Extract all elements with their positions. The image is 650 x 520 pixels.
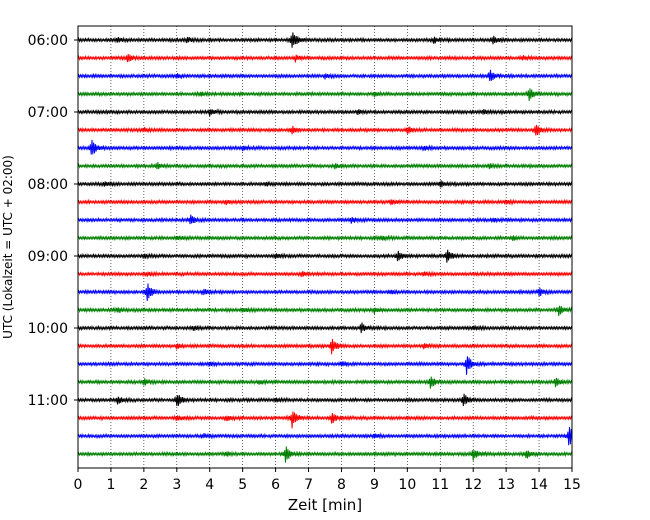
trace-1130	[77, 426, 573, 446]
y-tick-label: 09:00	[28, 249, 68, 265]
trace-0900	[77, 249, 573, 263]
x-tick-label: 1	[106, 477, 115, 493]
y-tick-label: 08:00	[28, 177, 68, 193]
trace-1115	[77, 411, 573, 429]
x-tick-label: 11	[431, 477, 449, 493]
trace-0730	[77, 139, 573, 155]
trace-0815	[77, 198, 573, 206]
x-axis-label: Zeit [min]	[288, 496, 362, 514]
trace-0800	[77, 180, 573, 188]
y-tick-label: 10:00	[28, 321, 68, 337]
x-tick-label: 5	[238, 477, 247, 493]
trace-1045	[77, 376, 573, 389]
trace-0615	[77, 53, 573, 63]
x-tick-label: 10	[398, 477, 416, 493]
y-axis-ticks: 06:00 07:00 08:00 09:00 10:00 11:00	[28, 33, 78, 409]
x-tick-label: 3	[172, 477, 181, 493]
trace-0845	[77, 234, 573, 242]
y-axis-label: UTC (Lokalzeit = UTC + 02:00)	[1, 155, 15, 339]
trace-0945	[77, 305, 573, 316]
trace-0745	[77, 162, 573, 170]
trace-1000	[77, 322, 573, 334]
x-tick-label: 9	[370, 477, 379, 493]
x-tick-label: 8	[337, 477, 346, 493]
trace-1030	[77, 356, 573, 375]
trace-0600	[77, 32, 573, 48]
trace-1145	[77, 446, 573, 463]
trace-0700	[77, 108, 573, 117]
trace-0830	[77, 214, 573, 225]
x-tick-label: 4	[205, 477, 214, 493]
trace-0630	[77, 69, 573, 81]
y-tick-label: 11:00	[28, 393, 68, 409]
trace-0915	[77, 270, 573, 278]
seismogram-traces	[77, 32, 573, 463]
x-tick-label: 12	[464, 477, 482, 493]
trace-1015	[77, 338, 573, 355]
plot-frame	[77, 25, 573, 469]
trace-1100	[77, 393, 573, 407]
trace-0930	[77, 283, 573, 302]
x-tick-label: 0	[74, 477, 83, 493]
x-tick-label: 14	[530, 477, 548, 493]
trace-0715	[77, 124, 573, 136]
x-tick-label: 2	[139, 477, 148, 493]
x-tick-label: 6	[271, 477, 280, 493]
x-tick-label: 7	[304, 477, 313, 493]
y-tick-label: 06:00	[28, 33, 68, 49]
x-axis-ticks: 0 1 2 3 4 5 6 7 8 9 10 11 12 13 14 15	[74, 468, 581, 493]
y-tick-label: 07:00	[28, 105, 68, 121]
x-tick-label: 15	[563, 477, 581, 493]
trace-0645	[77, 88, 573, 101]
x-tick-label: 13	[497, 477, 515, 493]
